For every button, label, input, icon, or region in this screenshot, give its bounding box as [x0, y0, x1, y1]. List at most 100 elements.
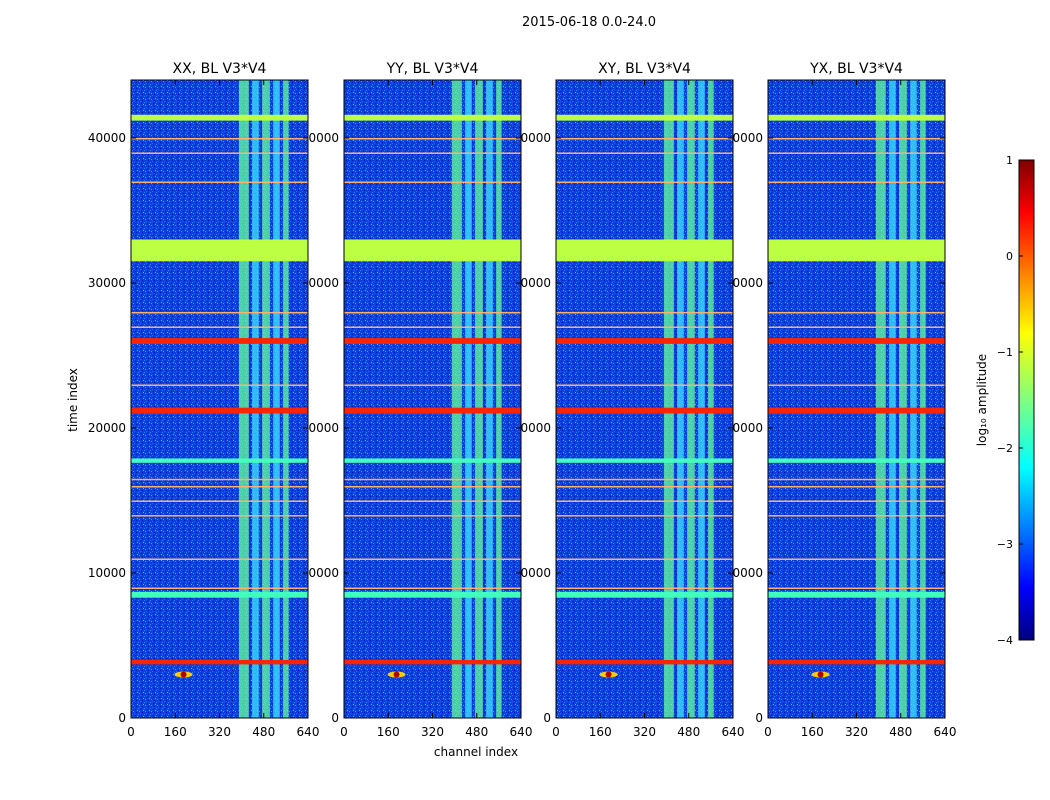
flagged-line	[131, 478, 308, 481]
y-axis-label: time index	[66, 368, 80, 432]
y-tick-label: 0	[755, 711, 763, 725]
flagged-line	[768, 478, 945, 481]
panel-title: XX, BL V3*V4	[173, 61, 267, 77]
flagged-band	[556, 114, 733, 121]
colorbar: 1 0 −1 −2 −3 −4	[997, 154, 1035, 647]
x-tick-label: 0	[552, 725, 560, 739]
flagged-band	[768, 338, 945, 344]
flagged-line	[556, 558, 733, 560]
panel-2: YY, BL V3*V40 160 320 480 640000000000000000…	[308, 61, 532, 739]
flagged-line	[344, 138, 521, 140]
y-tick-label: 0000	[308, 421, 339, 435]
rfi-stripe	[687, 80, 695, 718]
y-tick-label: 0	[543, 711, 551, 725]
flagged-band	[131, 660, 308, 665]
colorbar-tick-label: −3	[997, 538, 1013, 551]
y-tick-label: 0000	[732, 131, 763, 145]
panel-4: YX, BL V3*V40 160 320 480 640000000000000000…	[732, 61, 956, 739]
x-tick-label: 160	[589, 725, 612, 739]
y-tick-label: 40000	[88, 131, 126, 145]
rfi-stripe	[252, 80, 259, 718]
flagged-line	[131, 486, 308, 488]
rfi-stripe	[889, 80, 896, 718]
rfi-stripe	[698, 80, 705, 718]
flagged-line	[768, 384, 945, 386]
colorbar-gradient	[1018, 159, 1035, 641]
x-tick-label: 480	[889, 725, 912, 739]
flagged-line	[768, 181, 945, 183]
x-tick-label: 160	[164, 725, 187, 739]
flagged-band	[556, 591, 733, 598]
y-tick-label: 10000	[88, 566, 126, 580]
flagged-line	[556, 515, 733, 517]
y-tick-label: 0	[118, 711, 126, 725]
y-tick-label: 0000	[732, 276, 763, 290]
y-tick-label: 0000	[308, 276, 339, 290]
flagged-band	[556, 338, 733, 344]
flagged-band	[131, 338, 308, 344]
rfi-stripe	[663, 80, 674, 718]
y-tick-label: 0000	[308, 131, 339, 145]
flagged-band	[556, 239, 733, 262]
rfi-stripe	[875, 80, 886, 718]
flagged-line	[556, 587, 733, 589]
heatmap-background	[344, 80, 521, 718]
flagged-line	[131, 587, 308, 589]
flagged-line	[556, 152, 733, 154]
y-tick-label: 20000	[88, 421, 126, 435]
flagged-line	[768, 500, 945, 502]
flagged-band	[768, 591, 945, 598]
flagged-line	[344, 515, 521, 517]
flagged-band	[344, 114, 521, 121]
rfi-stripe	[238, 80, 249, 718]
flagged-line	[344, 587, 521, 589]
flagged-band	[131, 407, 308, 414]
x-tick-label: 640	[297, 725, 320, 739]
flagged-band	[556, 660, 733, 665]
x-tick-label: 320	[421, 725, 444, 739]
x-tick-label: 160	[801, 725, 824, 739]
flagged-band	[344, 660, 521, 665]
heatmap-background	[556, 80, 733, 718]
rfi-stripe	[262, 80, 270, 718]
x-tick-label: 480	[677, 725, 700, 739]
panels-group: XX, BL V3*V4 0 160 320 480 640 0 10000 20000 3000…	[88, 61, 957, 739]
flagged-band	[768, 458, 945, 463]
x-tick-label: 0	[340, 725, 348, 739]
flagged-line	[131, 181, 308, 183]
flagged-line	[344, 486, 521, 488]
rfi-stripe	[677, 80, 684, 718]
rfi-stripe	[273, 80, 280, 718]
colorbar-tick-label: 0	[1006, 250, 1013, 263]
rfi-spot-core	[605, 671, 612, 678]
heatmap-background	[768, 80, 945, 718]
x-tick-label: 480	[465, 725, 488, 739]
colorbar-tick-label: −1	[997, 346, 1013, 359]
colorbar-label: log₁₀ amplitude	[975, 354, 989, 446]
rfi-spot-core	[393, 671, 400, 678]
flagged-line	[344, 181, 521, 183]
y-tick-label: 0000	[732, 566, 763, 580]
x-tick-label: 480	[252, 725, 275, 739]
rfi-stripe	[451, 80, 462, 718]
rfi-stripe	[899, 80, 907, 718]
colorbar-tick-label: 1	[1006, 154, 1013, 167]
rfi-stripe	[496, 80, 502, 718]
flagged-line	[556, 312, 733, 314]
panel-title: XY, BL V3*V4	[598, 61, 691, 77]
flagged-band	[556, 458, 733, 463]
panel-title: YX, BL V3*V4	[809, 61, 903, 77]
flagged-band	[131, 239, 308, 262]
flagged-line	[344, 558, 521, 560]
x-tick-label: 0	[764, 725, 772, 739]
flagged-line	[131, 500, 308, 502]
flagged-line	[768, 152, 945, 154]
flagged-line	[768, 558, 945, 560]
rfi-stripe	[486, 80, 493, 718]
rfi-stripe	[920, 80, 926, 718]
rfi-stripe	[910, 80, 917, 718]
rfi-stripe	[283, 80, 289, 718]
flagged-line	[768, 486, 945, 488]
flagged-line	[131, 312, 308, 314]
